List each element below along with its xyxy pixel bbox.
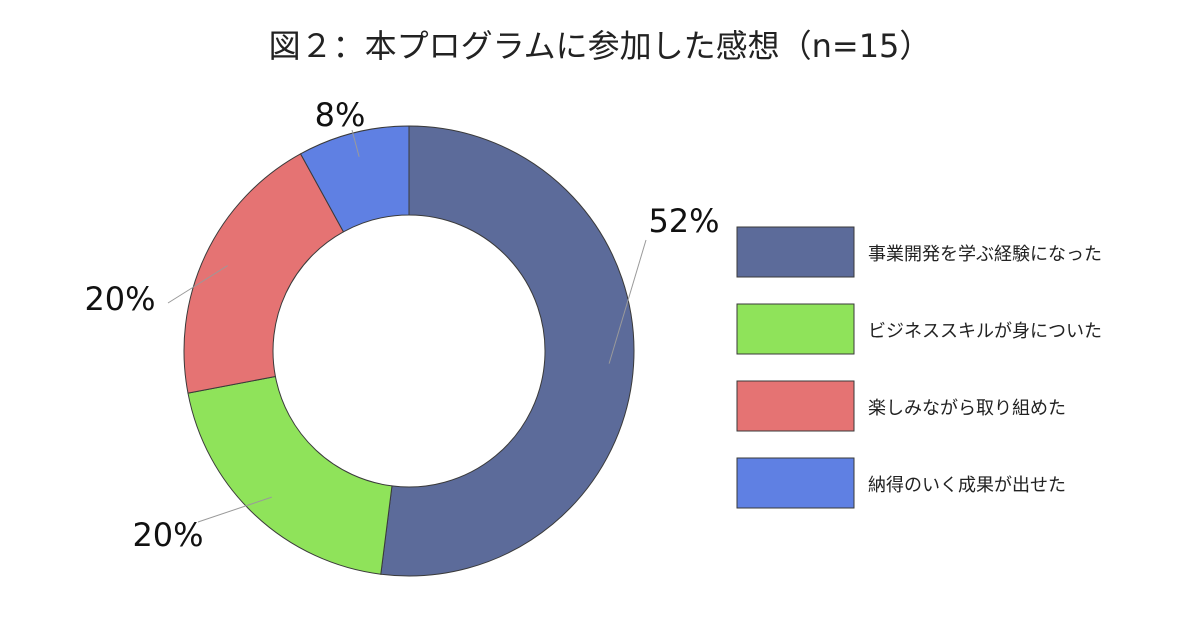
value-labels-group: 52% 20% 20% 8% — [84, 96, 719, 554]
slice-3-leader-line — [167, 265, 228, 304]
chart-title: 図２：本プログラムに参加した感想（n=15） — [269, 27, 932, 65]
legend-label-4: 納得のいく成果が出せた — [868, 475, 1066, 496]
slice-1 — [380, 125, 635, 577]
slice-4 — [299, 125, 410, 233]
legend-swatch-4 — [736, 457, 855, 509]
slices-group — [183, 125, 635, 577]
slice-1-leader-line — [608, 239, 647, 364]
legend-swatch-1 — [736, 226, 855, 278]
legend-label-3: 楽しみながら取り組めた — [868, 398, 1066, 419]
legend-label-2: ビジネススキルが身についた — [868, 321, 1102, 342]
slice-3-value-label: 20% — [84, 280, 155, 318]
legend-swatch-3 — [736, 380, 855, 432]
slice-4-leader-line — [351, 129, 360, 157]
slice-4-value-label: 8% — [315, 96, 366, 134]
legend: 事業開発を学ぶ経験になったビジネススキルが身についた楽しみながら取り組めた納得の… — [736, 226, 1102, 509]
slice-2-value-label: 20% — [132, 516, 203, 554]
slice-2 — [187, 375, 393, 575]
legend-swatch-2 — [736, 303, 855, 355]
legend-label-1: 事業開発を学ぶ経験になった — [868, 244, 1102, 265]
leader-lines-group — [167, 129, 647, 523]
slice-1-value-label: 52% — [648, 202, 719, 240]
slice-3 — [183, 153, 345, 394]
slice-2-leader-line — [197, 496, 272, 523]
